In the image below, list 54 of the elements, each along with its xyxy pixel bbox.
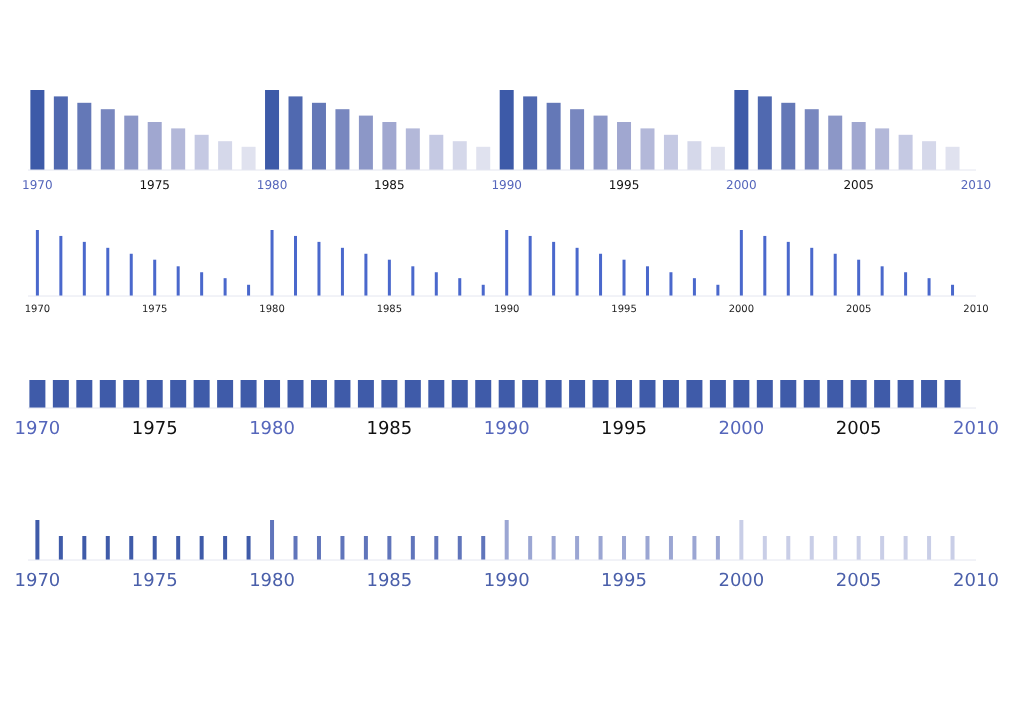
bar	[452, 141, 467, 170]
bar	[218, 141, 233, 170]
bar	[687, 141, 702, 170]
bar	[265, 90, 280, 170]
bar	[405, 128, 420, 170]
x-tick-label: 1990	[483, 419, 531, 440]
bar	[429, 134, 444, 170]
bar	[663, 134, 678, 170]
x-tick-label: 1985	[366, 419, 413, 440]
x-tick-label: 1975	[131, 419, 178, 440]
bar	[546, 102, 561, 170]
bar	[757, 96, 772, 170]
x-tick-label: 1975	[131, 571, 178, 592]
bar	[781, 102, 796, 170]
x-tick-label: 1990	[483, 571, 531, 592]
x-tick-label: 1970	[14, 571, 61, 592]
bar	[194, 134, 209, 170]
bar	[875, 128, 890, 170]
bar	[124, 115, 139, 170]
bar	[523, 96, 538, 170]
x-tick-label: 1980	[249, 419, 296, 440]
bar	[335, 109, 350, 170]
bar	[640, 128, 655, 170]
x-tick-label: 2000	[718, 571, 765, 592]
bar	[851, 122, 866, 170]
bar	[358, 115, 373, 170]
x-tick-label: 1995	[601, 571, 647, 592]
bar	[288, 96, 303, 170]
bar	[499, 90, 514, 170]
x-tick-label: 1970	[14, 419, 61, 440]
x-tick-label: 2000	[718, 419, 765, 440]
bar	[171, 128, 186, 170]
bar	[804, 109, 819, 170]
bar	[593, 115, 608, 170]
bar	[77, 102, 92, 170]
bar	[147, 122, 162, 170]
bar	[53, 96, 68, 170]
x-tick-label: 2005	[835, 419, 882, 440]
x-tick-label: 2005	[835, 571, 882, 592]
bar	[382, 122, 397, 170]
bar	[100, 109, 115, 170]
bar	[922, 141, 937, 170]
bar	[617, 122, 632, 170]
x-tick-label: 1980	[249, 571, 296, 592]
bar	[828, 115, 843, 170]
bar	[570, 109, 585, 170]
x-tick-label: 1985	[366, 571, 413, 592]
bar	[311, 102, 326, 170]
bar	[898, 134, 913, 170]
bar	[30, 90, 45, 170]
x-tick-label: 2010	[953, 419, 1000, 440]
bar	[734, 90, 749, 170]
x-tick-label: 1995	[601, 419, 647, 440]
x-tick-label: 2010	[953, 571, 1000, 592]
